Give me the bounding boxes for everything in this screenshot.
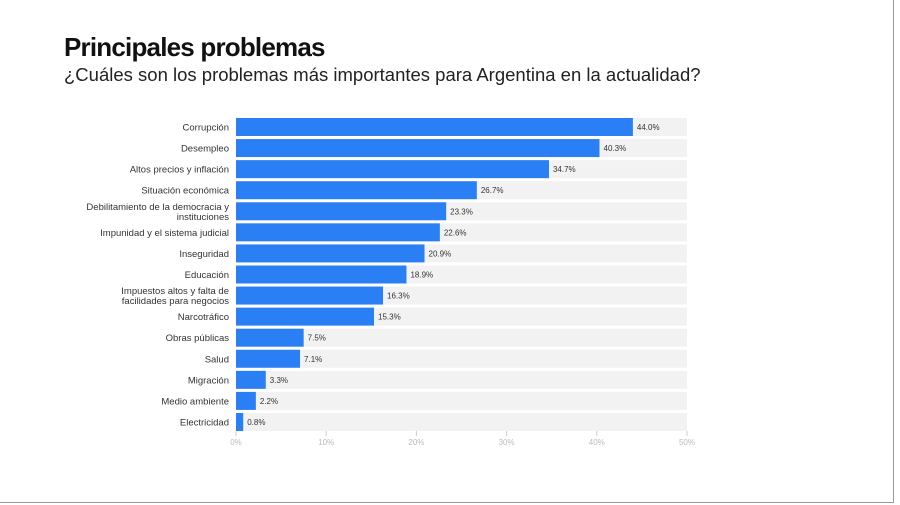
bar <box>236 349 301 368</box>
data-label: 2.2% <box>260 397 278 406</box>
x-tick-label: 40% <box>589 438 605 447</box>
bar-track <box>236 412 687 431</box>
category-label: facilidades para negocios <box>122 296 229 307</box>
bar <box>236 139 600 158</box>
data-label: 40.3% <box>604 144 627 153</box>
category-label: Desempleo <box>181 144 229 155</box>
category-label: Debilitamiento de la democracia y <box>86 202 229 213</box>
data-label: 18.9% <box>410 270 433 279</box>
category-label: Impunidad y el sistema judicial <box>100 228 229 239</box>
category-label: Educación <box>185 270 229 281</box>
data-label: 20.9% <box>429 249 452 258</box>
data-label: 0.8% <box>247 418 265 427</box>
bar-track <box>236 391 687 410</box>
bar <box>236 328 304 347</box>
data-label: 3.3% <box>270 376 288 385</box>
category-label: Altos precios y inflación <box>130 165 229 176</box>
bar <box>236 286 384 305</box>
data-label: 16.3% <box>387 292 410 301</box>
bar <box>236 223 440 242</box>
category-label: Salud <box>205 354 229 365</box>
category-label: Electricidad <box>180 417 229 428</box>
bar <box>236 307 375 326</box>
data-label: 26.7% <box>481 186 504 195</box>
category-label: instituciones <box>177 212 230 223</box>
data-label: 23.3% <box>450 207 473 216</box>
category-label: Impuestos altos y falta de <box>121 286 229 297</box>
bar <box>236 181 477 200</box>
category-label: Migración <box>188 375 229 386</box>
data-label: 15.3% <box>378 313 401 322</box>
bar <box>236 118 633 136</box>
bar <box>236 160 549 179</box>
data-label: 34.7% <box>553 165 576 174</box>
bar <box>236 265 407 284</box>
x-tick-label: 50% <box>679 438 695 447</box>
data-label: 7.1% <box>304 355 322 364</box>
category-label: Obras públicas <box>166 333 230 344</box>
bar-track <box>236 328 687 347</box>
data-label: 7.5% <box>308 334 326 343</box>
data-label: 44.0% <box>637 123 660 132</box>
bar-track <box>236 349 687 368</box>
page-title: Principales problemas <box>64 32 325 62</box>
category-label: Inseguridad <box>179 249 229 260</box>
category-label: Corrupción <box>183 123 229 134</box>
bar <box>236 202 447 221</box>
bar <box>236 412 244 431</box>
x-tick-label: 20% <box>408 438 424 447</box>
bar <box>236 370 266 389</box>
bar <box>236 244 425 263</box>
category-label: Narcotráfico <box>178 312 229 323</box>
bar <box>236 391 256 410</box>
bar-track <box>236 370 687 389</box>
category-label: Medio ambiente <box>161 396 229 407</box>
category-label: Situación económica <box>141 186 229 197</box>
x-tick-label: 10% <box>318 438 334 447</box>
data-label: 22.6% <box>444 228 467 237</box>
x-tick-label: 0% <box>230 438 242 447</box>
page-subtitle: ¿Cuáles son los problemas más importante… <box>64 64 701 85</box>
x-tick-label: 30% <box>499 438 515 447</box>
